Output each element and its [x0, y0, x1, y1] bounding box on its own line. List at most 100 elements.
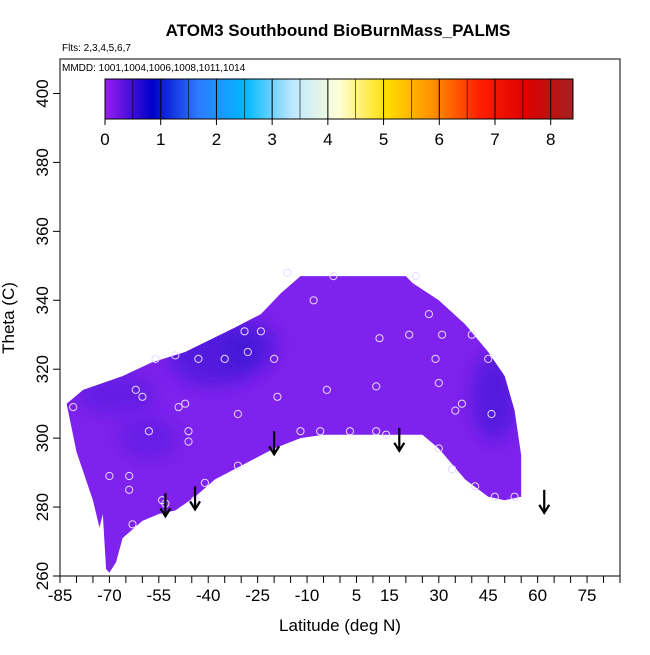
- sample-point: [184, 427, 193, 436]
- sample-point: [372, 427, 381, 436]
- colorbar-tick-label: 5: [379, 130, 388, 149]
- sample-point: [131, 385, 140, 394]
- sample-point: [233, 461, 242, 470]
- y-tick-label: 280: [33, 493, 52, 521]
- x-tick-label: -85: [48, 586, 73, 605]
- sample-point: [171, 351, 180, 360]
- sample-point: [375, 334, 384, 343]
- x-axis-label: Latitude (deg N): [279, 616, 401, 635]
- y-tick-label: 320: [33, 355, 52, 383]
- sample-point: [181, 399, 190, 408]
- colorbar: 0 1 2 3 4 5 6 7 8: [100, 78, 574, 149]
- x-tick-label: -40: [196, 586, 221, 605]
- x-tick-label: 45: [479, 586, 498, 605]
- sample-point: [438, 330, 447, 339]
- sample-point: [283, 268, 292, 277]
- y-axis: 260 280 300 320 340 360 380 400: [33, 79, 60, 590]
- y-tick-label: 360: [33, 217, 52, 245]
- sample-point: [471, 482, 480, 491]
- sample-point: [316, 427, 325, 436]
- colorbar-tick-label: 6: [435, 130, 444, 149]
- x-tick-label: -10: [295, 586, 320, 605]
- field-dark-patch: [119, 417, 179, 459]
- sample-point: [372, 382, 381, 391]
- dates-note: MMDD: 1001,1004,1006,1008,1011,1014: [62, 63, 246, 74]
- sample-point: [434, 378, 443, 388]
- arrow-marker: [159, 493, 172, 519]
- field-dark-patch: [224, 320, 278, 370]
- arrows-layer: [159, 427, 551, 519]
- colorbar-tick-label: 8: [546, 130, 555, 149]
- sample-point: [457, 399, 466, 408]
- x-axis: -85 -70 -55 -40 -25 -10 5 15 30 45 60 75: [48, 576, 621, 605]
- sample-point: [411, 272, 420, 281]
- field-layer: [66, 276, 522, 573]
- sample-point: [322, 385, 331, 394]
- colorbar-ticks: 0 1 2 3 4 5 6 7 8: [100, 79, 555, 149]
- colorbar-tick-label: 3: [267, 130, 276, 149]
- sample-point: [345, 427, 354, 436]
- colorbar-tick-label: 7: [490, 130, 499, 149]
- sample-point: [405, 330, 414, 339]
- x-tick-label: -55: [147, 586, 172, 605]
- sample-point: [273, 392, 282, 401]
- colorbar-tick-label: 4: [323, 130, 332, 149]
- x-tick-label: 60: [528, 586, 547, 605]
- x-tick-label: 15: [380, 586, 399, 605]
- x-tick-label: 75: [578, 586, 597, 605]
- sample-point: [467, 330, 476, 339]
- sample-point: [309, 296, 318, 305]
- arrow-marker: [393, 427, 406, 453]
- flights-note: Flts: 2,3,4,5,6,7: [62, 43, 131, 54]
- sample-point: [233, 409, 242, 419]
- sample-point: [151, 354, 160, 363]
- sample-point: [329, 272, 338, 281]
- sample-points: [69, 268, 519, 529]
- sample-point: [510, 492, 519, 501]
- y-tick-label: 260: [33, 562, 52, 590]
- sample-point: [128, 520, 137, 529]
- sample-point: [424, 310, 433, 319]
- y-tick-label: 400: [33, 79, 52, 107]
- sample-point: [105, 471, 114, 481]
- y-tick-label: 380: [33, 148, 52, 176]
- colorbar-tick-label: 2: [212, 130, 221, 149]
- x-tick-label: -25: [245, 586, 270, 605]
- chart-title: ATOM3 Southbound BioBurnMass_PALMS: [166, 21, 511, 40]
- field-dark-patch: [471, 351, 518, 442]
- sample-point: [240, 327, 249, 336]
- arrow-marker: [538, 489, 551, 515]
- colorbar-tick-label: 1: [156, 130, 165, 149]
- sample-point: [138, 392, 147, 401]
- sample-point: [256, 327, 265, 336]
- sample-point: [144, 427, 153, 436]
- sample-point: [200, 478, 209, 487]
- sample-point: [125, 471, 134, 481]
- sample-point: [184, 437, 193, 446]
- x-tick-label: -70: [97, 586, 122, 605]
- sample-point: [125, 485, 134, 494]
- sample-point: [220, 354, 229, 363]
- sample-point: [434, 444, 443, 453]
- arrow-marker: [189, 486, 201, 512]
- colorbar-tick-label: 0: [100, 130, 109, 149]
- arrow-marker: [268, 431, 281, 457]
- sample-point: [382, 430, 391, 439]
- x-tick-label: 30: [429, 586, 448, 605]
- sample-point: [296, 427, 305, 436]
- sample-point: [451, 406, 460, 415]
- sample-point: [270, 354, 279, 363]
- sample-point: [490, 492, 499, 501]
- sample-point: [194, 354, 203, 363]
- y-tick-label: 340: [33, 286, 52, 314]
- sample-point: [69, 403, 78, 412]
- sample-point: [447, 465, 457, 474]
- sample-point: [243, 347, 252, 357]
- colorbar-gradient: [104, 78, 574, 120]
- sample-point: [484, 354, 493, 363]
- field-region: [66, 276, 522, 573]
- sample-point: [487, 409, 496, 419]
- x-tick-label: 5: [352, 586, 361, 605]
